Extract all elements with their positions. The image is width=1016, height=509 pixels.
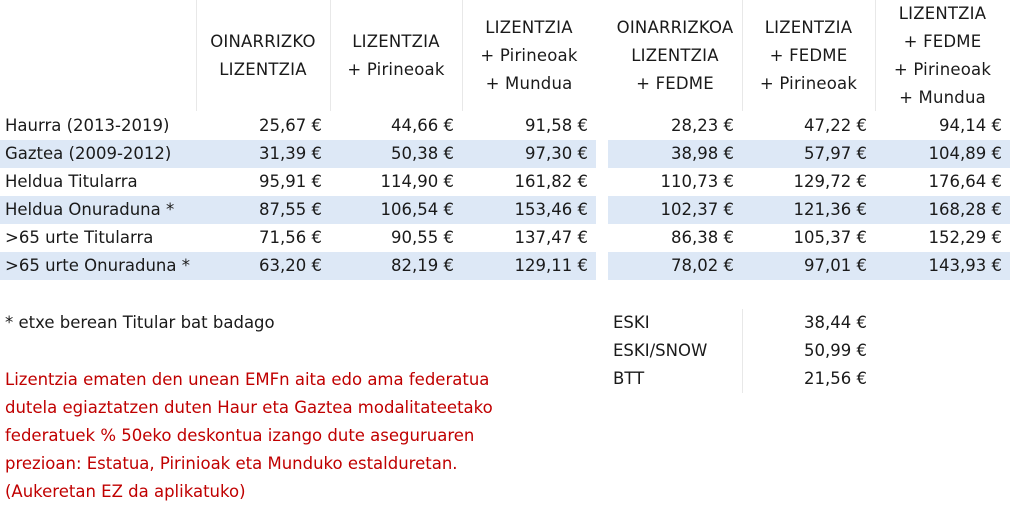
price-cell: 168,28 € (928, 200, 1002, 219)
discount-note-line: Lizentzia ematen den unean EMFn aita edo… (5, 370, 490, 389)
extra-option-label: BTT (613, 369, 645, 388)
price-cell: 102,37 € (660, 200, 734, 219)
price-cell: 94,14 € (939, 116, 1002, 135)
discount-note-line: prezioan: Estatua, Pirinioak eta Munduko… (5, 454, 458, 473)
price-cell: 86,38 € (671, 228, 734, 247)
column-separator (330, 0, 331, 111)
price-cell: 176,64 € (928, 172, 1002, 191)
column-header-line: + Mundua (899, 87, 986, 107)
price-cell: 25,67 € (259, 116, 322, 135)
price-cell: 63,20 € (259, 256, 322, 275)
price-cell: 78,02 € (671, 256, 734, 275)
table-row (0, 140, 596, 168)
column-separator (196, 0, 197, 111)
column-separator (875, 0, 876, 111)
price-cell: 90,55 € (391, 228, 454, 247)
extra-option-price: 21,56 € (804, 369, 867, 388)
footnote: * etxe berean Titular bat badago (5, 313, 275, 332)
column-header: LIZENTZIA + FEDME + Pirineoak + Mundua (875, 0, 1010, 111)
price-cell: 71,56 € (259, 228, 322, 247)
column-header-line: LIZENTZIA (352, 31, 440, 51)
column-separator (462, 0, 463, 111)
column-header-line: + FEDME (903, 31, 982, 51)
column-header-line: + Pirineoak (893, 59, 992, 79)
column-header-line: LIZENTZIA (631, 45, 719, 65)
column-header-line: LIZENTZIA (764, 17, 853, 37)
price-cell: 143,93 € (928, 256, 1002, 275)
price-cell: 137,47 € (514, 228, 588, 247)
column-header-line: + FEDME (769, 45, 848, 65)
price-cell: 28,23 € (671, 116, 734, 135)
price-cell: 121,36 € (793, 200, 867, 219)
extra-option-label: ESKI (613, 313, 650, 332)
table-row (608, 252, 1010, 280)
column-header-line: LIZENTZIA (898, 3, 987, 23)
price-cell: 82,19 € (391, 256, 454, 275)
price-cell: 129,72 € (793, 172, 867, 191)
price-cell: 97,30 € (525, 144, 588, 163)
row-label: >65 urte Titularra (5, 228, 154, 247)
extra-option-label: ESKI/SNOW (613, 341, 708, 360)
row-label: >65 urte Onuraduna * (5, 256, 190, 275)
price-cell: 57,97 € (804, 144, 867, 163)
row-label: Heldua Titularra (5, 172, 138, 191)
price-cell: 110,73 € (660, 172, 734, 191)
column-header-line: + Mundua (485, 73, 573, 93)
column-header: LIZENTZIA + Pirineoak + Mundua (462, 0, 596, 111)
price-cell: 97,01 € (804, 256, 867, 275)
price-cell: 50,38 € (391, 144, 454, 163)
table-row (608, 140, 1010, 168)
price-cell: 31,39 € (259, 144, 322, 163)
column-header: LIZENTZIA + Pirineoak (330, 0, 462, 111)
price-cell: 87,55 € (259, 200, 322, 219)
extra-option-price: 38,44 € (804, 313, 867, 332)
discount-note-line: federatuek % 50eko deskontua izango dute… (5, 426, 475, 445)
price-cell: 153,46 € (514, 200, 588, 219)
row-label: Haurra (2013-2019) (5, 116, 170, 135)
price-cell: 91,58 € (525, 116, 588, 135)
discount-note-line: (Aukeretan EZ da aplikatuko) (5, 482, 246, 501)
price-cell: 161,82 € (514, 172, 588, 191)
column-header-line: + Pirineoak (480, 45, 578, 65)
price-cell: 106,54 € (380, 200, 454, 219)
column-header-line: OINARRIZKOA (616, 17, 734, 37)
price-cell: 129,11 € (514, 256, 588, 275)
price-cell: 44,66 € (391, 116, 454, 135)
extras-separator (742, 309, 743, 393)
price-cell: 47,22 € (804, 116, 867, 135)
column-header: OINARRIZKO LIZENTZIA (196, 0, 330, 111)
column-header: LIZENTZIA + FEDME + Pirineoak (742, 0, 875, 111)
price-cell: 152,29 € (928, 228, 1002, 247)
row-label: Heldua Onuraduna * (5, 200, 175, 219)
price-cell: 38,98 € (671, 144, 734, 163)
price-cell: 114,90 € (380, 172, 454, 191)
price-cell: 105,37 € (793, 228, 867, 247)
row-label: Gaztea (2009-2012) (5, 144, 172, 163)
extra-option-price: 50,99 € (804, 341, 867, 360)
column-header-line: + Pirineoak (759, 73, 858, 93)
column-header-line: LIZENTZIA (485, 17, 573, 37)
table-row (0, 196, 596, 224)
table-row (0, 252, 596, 280)
discount-note-line: dutela egiaztatzen duten Haur eta Gaztea… (5, 398, 493, 417)
price-cell: 104,89 € (928, 144, 1002, 163)
column-header-line: LIZENTZIA (219, 59, 307, 79)
column-header-line: + Pirineoak (347, 59, 445, 79)
table-row (608, 196, 1010, 224)
price-cell: 95,91 € (259, 172, 322, 191)
column-separator (742, 0, 743, 111)
discount-note: Lizentzia ematen den unean EMFn aita edo… (5, 366, 493, 506)
column-header-line: OINARRIZKO (210, 31, 316, 51)
column-header-line: + FEDME (636, 73, 714, 93)
column-header: OINARRIZKOA LIZENTZIA + FEDME (608, 0, 742, 111)
